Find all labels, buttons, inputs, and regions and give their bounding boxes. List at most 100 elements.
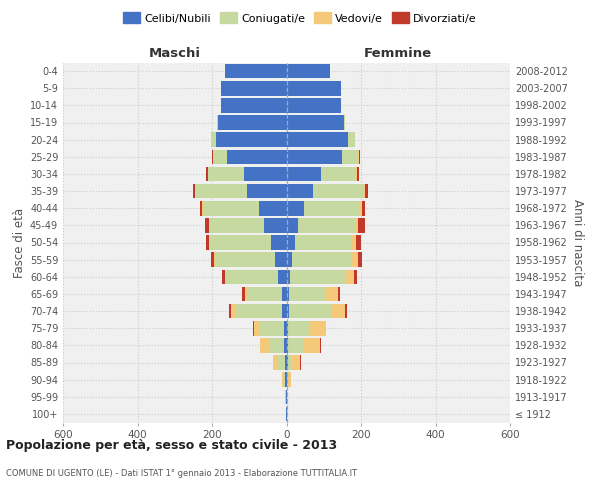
Bar (216, 132, 287, 147)
Bar (229, 304, 231, 318)
Bar (271, 235, 287, 250)
Bar (304, 201, 360, 216)
Bar (298, 218, 355, 232)
Bar (235, 304, 282, 318)
Y-axis label: Anni di nascita: Anni di nascita (571, 199, 584, 286)
Bar (356, 235, 361, 250)
Bar (365, 184, 368, 198)
Bar (313, 184, 364, 198)
Bar (287, 81, 341, 96)
Bar (362, 201, 365, 216)
Bar (212, 150, 213, 164)
Bar (247, 184, 287, 198)
Bar (289, 372, 290, 387)
Bar (338, 286, 340, 301)
Bar (244, 166, 287, 181)
Bar (242, 286, 245, 301)
Bar (292, 252, 352, 267)
Bar (215, 252, 275, 267)
Y-axis label: Fasce di età: Fasce di età (13, 208, 26, 278)
Bar (226, 270, 278, 284)
Bar (364, 184, 365, 198)
Bar (264, 218, 287, 232)
Bar (278, 355, 284, 370)
Bar (289, 304, 331, 318)
Bar (200, 201, 202, 216)
Bar (353, 270, 356, 284)
Bar (253, 321, 254, 336)
Bar (221, 270, 224, 284)
Bar (208, 166, 244, 181)
Bar (286, 406, 287, 421)
Bar (209, 218, 210, 232)
Bar (287, 372, 289, 387)
Bar (282, 372, 284, 387)
Bar (356, 166, 357, 181)
Bar (282, 286, 287, 301)
Bar (348, 132, 355, 147)
Bar (210, 218, 264, 232)
Bar (287, 355, 292, 370)
Bar (289, 338, 302, 352)
Bar (287, 98, 341, 112)
Bar (225, 64, 287, 78)
Text: Femmine: Femmine (364, 47, 433, 60)
Bar (278, 270, 287, 284)
Bar (289, 321, 310, 336)
Bar (344, 115, 346, 130)
Bar (211, 132, 216, 147)
Bar (355, 218, 358, 232)
Bar (357, 166, 359, 181)
Bar (287, 270, 290, 284)
Bar (221, 81, 287, 96)
Bar (310, 321, 326, 336)
Bar (205, 218, 209, 232)
Bar (287, 115, 344, 130)
Bar (227, 150, 287, 164)
Bar (287, 201, 304, 216)
Bar (231, 304, 235, 318)
Bar (211, 252, 214, 267)
Bar (287, 132, 348, 147)
Bar (352, 235, 356, 250)
Bar (284, 355, 287, 370)
Bar (284, 372, 286, 387)
Bar (209, 235, 271, 250)
Bar (287, 252, 292, 267)
Bar (284, 321, 287, 336)
Bar (287, 64, 331, 78)
Bar (245, 286, 247, 301)
Bar (214, 252, 215, 267)
Bar (289, 286, 326, 301)
Bar (287, 304, 289, 318)
Bar (217, 115, 218, 130)
Bar (287, 218, 298, 232)
Bar (206, 166, 208, 181)
Bar (193, 184, 195, 198)
Bar (221, 98, 287, 112)
Bar (287, 321, 289, 336)
Bar (254, 321, 260, 336)
Bar (260, 338, 269, 352)
Bar (358, 252, 362, 267)
Bar (352, 252, 358, 267)
Bar (206, 235, 209, 250)
Bar (287, 166, 321, 181)
Bar (274, 355, 278, 370)
Text: COMUNE DI UGENTO (LE) - Dati ISTAT 1° gennaio 2013 - Elaborazione TUTTITALIA.IT: COMUNE DI UGENTO (LE) - Dati ISTAT 1° ge… (6, 468, 357, 477)
Bar (287, 150, 341, 164)
Bar (195, 184, 247, 198)
Bar (282, 304, 287, 318)
Bar (287, 338, 289, 352)
Bar (203, 201, 259, 216)
Bar (269, 338, 284, 352)
Legend: Celibi/Nubili, Coniugati/e, Vedovi/e, Divorziati/e: Celibi/Nubili, Coniugati/e, Vedovi/e, Di… (119, 8, 481, 28)
Bar (213, 150, 227, 164)
Bar (224, 270, 226, 284)
Text: Popolazione per età, sesso e stato civile - 2013: Popolazione per età, sesso e stato civil… (6, 440, 337, 452)
Bar (321, 166, 356, 181)
Bar (302, 338, 320, 352)
Bar (358, 218, 365, 232)
Bar (286, 372, 287, 387)
Bar (275, 252, 287, 267)
